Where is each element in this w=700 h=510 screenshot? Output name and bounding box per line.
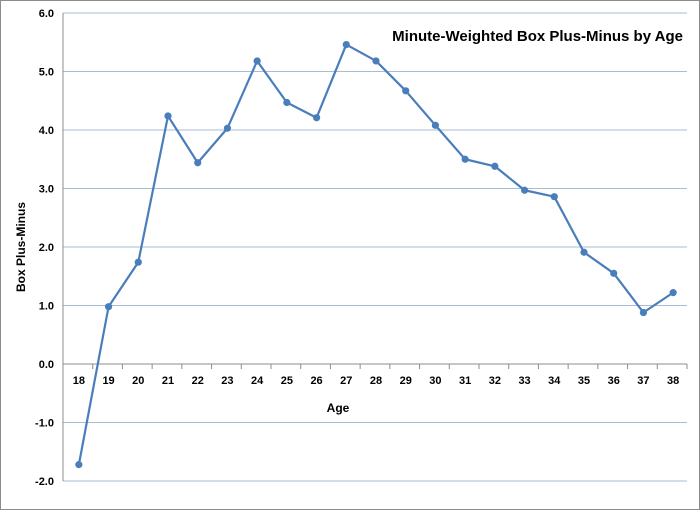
x-tick-label: 25 (281, 375, 293, 387)
y-tick-label: 5.0 (39, 67, 54, 79)
data-point (104, 303, 113, 311)
x-tick-label: 35 (578, 375, 590, 387)
data-point (610, 269, 618, 277)
data-point (342, 40, 350, 49)
data-point (550, 193, 558, 201)
y-tick-label: 6.0 (39, 8, 54, 20)
x-tick-label: 20 (132, 375, 144, 387)
data-point (75, 461, 83, 469)
data-point (431, 121, 440, 129)
x-tick-label: 21 (162, 375, 174, 387)
data-point (491, 162, 499, 170)
y-tick-label: 3.0 (39, 184, 54, 196)
x-tick-label: 19 (102, 375, 114, 387)
y-axis-title: Box Plus-Minus (14, 202, 28, 292)
data-point (580, 248, 588, 256)
x-tick-label: 31 (459, 375, 471, 387)
y-tick-label: 4.0 (39, 125, 54, 137)
gridlines (62, 12, 688, 482)
y-tick-label: 0.0 (39, 359, 54, 371)
y-tick-label: 1.0 (39, 301, 54, 313)
x-tick-label: 29 (400, 375, 412, 387)
data-point (669, 289, 677, 297)
data-point (402, 87, 410, 95)
data-point (134, 258, 142, 266)
data-point (164, 112, 172, 120)
x-axis-title: Age (327, 401, 350, 415)
series-points (75, 40, 677, 469)
x-axis-tick-labels: 18 19 20 21 22 23 24 25 26 27 28 29 30 31 32 33 34 35 36 37… (73, 375, 680, 387)
x-tick-label: 22 (192, 375, 204, 387)
y-tick-label: -1.0 (35, 418, 54, 430)
x-tick-label: 18 (73, 375, 85, 387)
x-tick-label: 27 (340, 375, 352, 387)
y-tick-label: -2.0 (35, 476, 54, 488)
data-point (639, 308, 648, 317)
y-axis-tick-labels: 6.0 5.0 4.0 3.0 2.0 1.0 0.0 -1.0 -2.0 (35, 8, 54, 488)
data-point (253, 57, 261, 65)
x-tick-label: 26 (310, 375, 322, 387)
data-point (194, 159, 202, 167)
x-tick-label: 28 (370, 375, 382, 387)
x-tick-label: 38 (667, 375, 679, 387)
x-tick-label: 32 (489, 375, 501, 387)
data-point (520, 186, 529, 194)
x-tick-label: 37 (637, 375, 649, 387)
data-point (283, 98, 291, 107)
data-point (312, 114, 321, 122)
y-tick-label: 2.0 (39, 242, 54, 254)
x-tick-label: 23 (221, 375, 233, 387)
x-tick-label: 30 (429, 375, 441, 387)
data-point (223, 124, 232, 132)
chart-title: Minute-Weighted Box Plus-Minus by Age (392, 28, 683, 45)
x-tick-label: 36 (608, 375, 620, 387)
data-point (372, 57, 380, 65)
x-tick-label: 33 (518, 375, 530, 387)
data-point (461, 155, 469, 163)
x-tick-label: 24 (251, 375, 264, 387)
x-tick-label: 34 (548, 375, 561, 387)
